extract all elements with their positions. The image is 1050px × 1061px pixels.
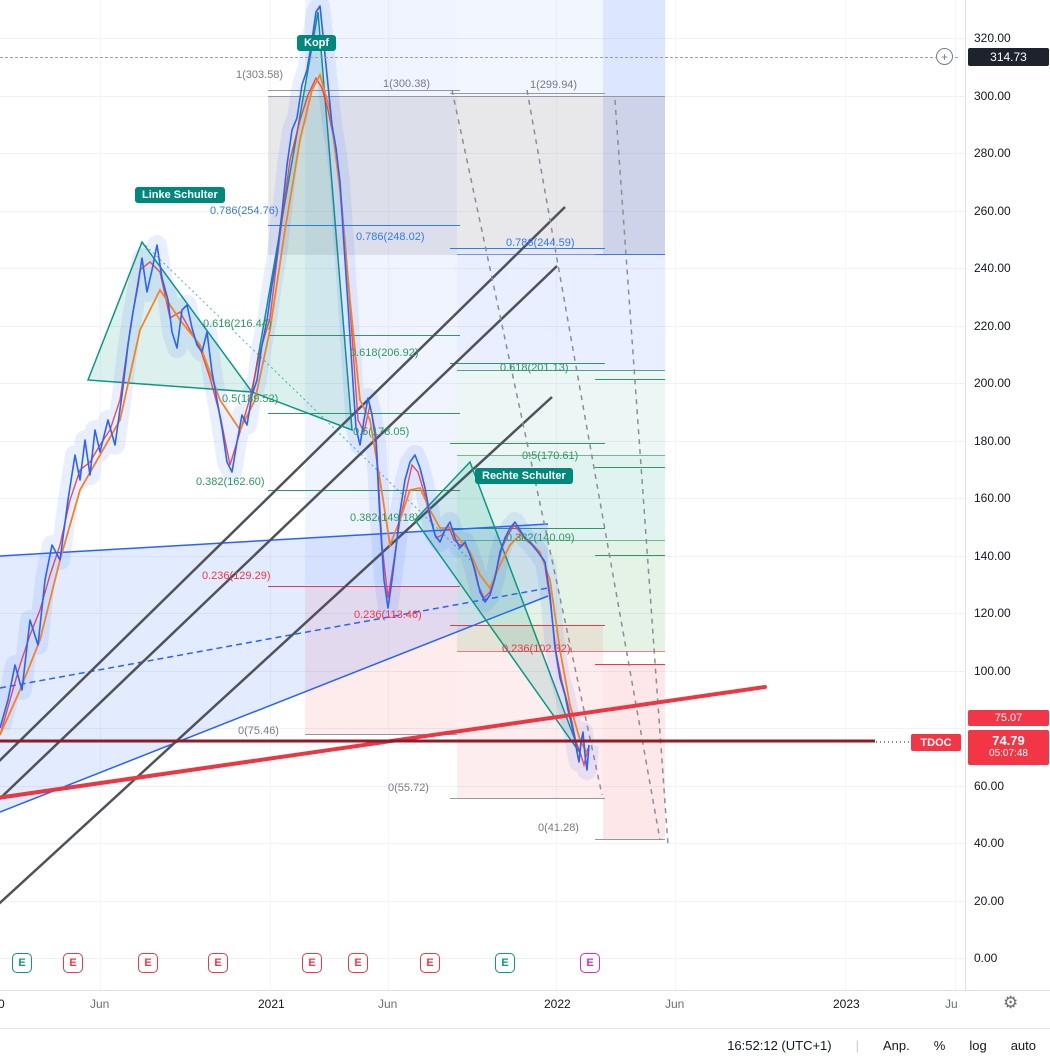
fib-a-level-0618: 0.618(216.44): [203, 318, 272, 330]
time-tick: 2022: [544, 997, 571, 1011]
fib-a-level-0: 0(75.46): [238, 725, 279, 737]
earnings-icon[interactable]: E: [208, 953, 228, 973]
add-alert-plus-icon[interactable]: +: [936, 48, 953, 65]
price-tick: 120.00: [974, 606, 1011, 620]
fib-projection-line-1[interactable]: [451, 89, 603, 796]
fib-b-level-0786: 0.786(248.02): [356, 231, 425, 243]
fib-b-level-0: 0(55.72): [388, 782, 429, 794]
scale-adjust-button[interactable]: Anp.: [883, 1037, 910, 1053]
fib-c-level-0382: 0.382(140.09): [506, 532, 575, 544]
price-tick: 60.00: [974, 779, 1005, 793]
price-tick: 300.00: [974, 89, 1011, 103]
fib-c-level-0618: 0.618(201.13): [500, 362, 569, 374]
alert-price-badge[interactable]: 314.73: [968, 48, 1049, 66]
chart-pane[interactable]: 1(303.58) 0.786(254.76) 0.618(216.44) 0.…: [0, 0, 965, 990]
price-tick: 160.00: [974, 491, 1011, 505]
fib-a-level-0236: 0.236(129.29): [202, 570, 271, 582]
fib-b-level-05: 0.5(178.05): [353, 426, 410, 438]
channel-upper-line[interactable]: [0, 523, 549, 557]
earnings-icon[interactable]: E: [420, 953, 440, 973]
last-price-value: 74.79: [992, 733, 1025, 748]
axis-settings-gear-icon[interactable]: ⚙: [1003, 993, 1019, 1012]
price-tick: 140.00: [974, 549, 1011, 563]
price-tick: 180.00: [974, 434, 1011, 448]
fib-b-level-0382: 0.382(149.18): [350, 512, 419, 524]
fib-b-level-1: 1(300.38): [383, 78, 431, 90]
fib-b-level-0236: 0.236(113.46): [354, 609, 422, 621]
price-tick: 40.00: [974, 836, 1005, 850]
fib-projection-line-2[interactable]: [526, 89, 661, 841]
trendline-2[interactable]: [0, 265, 558, 808]
fib-b-level-0618: 0.618(206.92): [350, 347, 419, 359]
right-shoulder-label[interactable]: Rechte Schulter: [475, 468, 573, 484]
price-tick: 220.00: [974, 319, 1011, 333]
symbol-price-tag[interactable]: TDOC: [911, 734, 961, 751]
price-tick: 200.00: [974, 376, 1011, 390]
time-tick: Jun: [90, 997, 110, 1011]
price-tick: 0.00: [974, 951, 998, 965]
fib-a-level-0786: 0.786(254.76): [210, 205, 279, 217]
price-tick: 20.00: [974, 894, 1005, 908]
channel-lower-line[interactable]: [0, 595, 549, 813]
support-trendline[interactable]: [0, 685, 767, 800]
price-axis[interactable]: 320.00 300.00 280.00 260.00 240.00 220.0…: [965, 0, 1050, 990]
price-tick: 260.00: [974, 204, 1011, 218]
alert-level-line[interactable]: [0, 57, 958, 58]
earnings-icon[interactable]: E: [495, 953, 515, 973]
percent-scale-button[interactable]: %: [933, 1037, 946, 1053]
time-tick: 2021: [258, 997, 285, 1011]
fib-c-level-0: 0(41.28): [538, 822, 579, 834]
fib-c-level-0786: 0.786(244.59): [506, 237, 575, 249]
time-tick: Jun: [665, 997, 685, 1011]
log-scale-button[interactable]: log: [969, 1037, 987, 1053]
price-tick: 320.00: [974, 31, 1011, 45]
session-clock: 16:52:12 (UTC+1): [727, 1037, 832, 1053]
price-tick: 280.00: [974, 146, 1011, 160]
trendline-1[interactable]: [0, 206, 566, 770]
time-axis[interactable]: 0 Jun 2021 Jun 2022 Jun 2023 Ju ⚙: [0, 990, 1050, 1022]
earnings-icon[interactable]: E: [12, 953, 32, 973]
pattern-neckline[interactable]: [141, 241, 471, 561]
time-tick: 2023: [833, 997, 860, 1011]
auto-scale-button[interactable]: auto: [1010, 1037, 1036, 1053]
bar-countdown: 05:07:48: [989, 748, 1028, 759]
fib-projection-line-3[interactable]: [614, 99, 669, 846]
fib-c-level-05: 0.5(170.61): [522, 450, 579, 462]
bottom-toolbar: 16:52:12 (UTC+1) | Anp. % log auto: [0, 1028, 1050, 1061]
moving-average-line: [0, 72, 589, 756]
fib-c-level-1: 1(299.94): [530, 79, 578, 91]
earnings-icon[interactable]: E: [348, 953, 368, 973]
time-tick: Ju: [945, 997, 958, 1011]
toolbar-divider: |: [855, 1037, 860, 1053]
time-tick: 0: [0, 997, 5, 1011]
time-tick: Jun: [378, 997, 398, 1011]
price-tick: 100.00: [974, 664, 1011, 678]
fib-a-level-1: 1(303.58): [236, 69, 284, 81]
head-label[interactable]: Kopf: [297, 35, 337, 51]
fib-a-level-05: 0.5(189.52): [222, 393, 279, 405]
price-chart-canvas: [0, 0, 910, 912]
fib-a-level-0382: 0.382(162.60): [196, 476, 265, 488]
upper-price-badge[interactable]: 75.07: [968, 710, 1049, 726]
trendline-3[interactable]: [0, 396, 553, 912]
earnings-icon[interactable]: E: [63, 953, 83, 973]
fib-c-level-0236: 0.236(102.32): [502, 643, 571, 655]
earnings-icon[interactable]: E: [138, 953, 158, 973]
price-line: [0, 5, 590, 771]
last-price-badge[interactable]: 74.79 05:07:48: [968, 730, 1049, 765]
earnings-icon[interactable]: E: [580, 953, 600, 973]
earnings-icon[interactable]: E: [302, 953, 322, 973]
left-shoulder-label[interactable]: Linke Schulter: [135, 187, 225, 203]
price-tick: 240.00: [974, 261, 1011, 275]
